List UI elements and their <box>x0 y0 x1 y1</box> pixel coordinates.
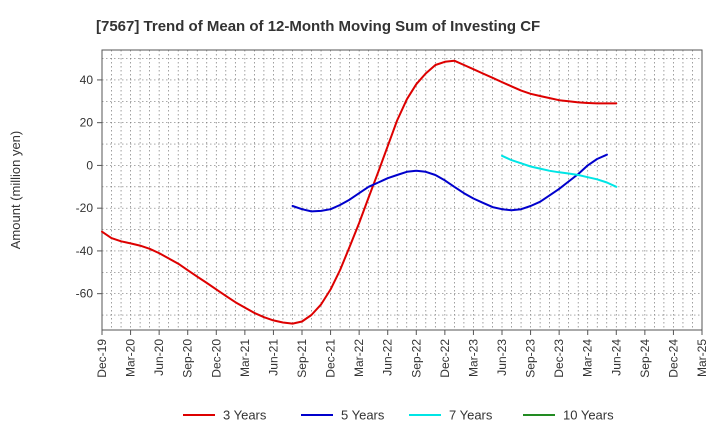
y-tick-label: 20 <box>80 116 94 130</box>
x-tick-label: Jun-23 <box>495 339 509 376</box>
x-tick-label: Mar-20 <box>124 339 138 377</box>
x-tick-label: Sep-21 <box>295 339 309 378</box>
legend-label: 10 Years <box>563 408 614 423</box>
legend-label: 5 Years <box>341 408 385 423</box>
x-tick-label: Mar-22 <box>352 339 366 377</box>
x-tick-label: Dec-22 <box>438 339 452 378</box>
legend-label: 7 Years <box>449 408 493 423</box>
plot-frame <box>101 49 703 331</box>
x-tick-label: Mar-25 <box>695 339 709 377</box>
x-tick-label: Mar-24 <box>581 339 595 377</box>
legend: 3 Years 5 Years 7 Years 10 Years <box>183 408 614 423</box>
x-tick-label: Dec-24 <box>666 339 680 378</box>
y-tick-label: 0 <box>86 158 93 172</box>
x-tick-label: Dec-19 <box>95 339 109 378</box>
x-tick-label: Mar-21 <box>238 339 252 377</box>
plot-area <box>102 50 702 330</box>
x-tick-label: Dec-21 <box>324 339 338 378</box>
x-tick-label: Mar-23 <box>466 339 480 377</box>
x-tick-label: Jun-21 <box>266 339 280 376</box>
y-tick-label: -40 <box>76 244 94 258</box>
x-tick-label: Jun-22 <box>381 339 395 376</box>
series-line-3-years <box>101 59 618 325</box>
series-lines <box>101 59 618 325</box>
y-axis-ticks: 40 20 0 -20 -40 -60 <box>76 73 102 301</box>
y-tick-label: -60 <box>76 287 94 301</box>
x-tick-label: Jun-20 <box>152 339 166 376</box>
x-tick-label: Sep-23 <box>524 339 538 378</box>
x-tick-label: Dec-20 <box>209 339 223 378</box>
x-tick-label: Sep-24 <box>638 339 652 378</box>
y-axis-label: Amount (million yen) <box>8 131 23 250</box>
x-axis-ticks: Dec-19 Mar-20 Jun-20 Sep-20 Dec-20 Mar-21 Jun-… <box>95 330 709 378</box>
legend-label: 3 Years <box>223 408 267 423</box>
x-tick-label: Dec-23 <box>552 339 566 378</box>
y-tick-label: -20 <box>76 201 94 215</box>
series-line-7-years <box>501 154 618 188</box>
series-line-5-years <box>291 153 608 213</box>
grid-lines <box>102 50 702 330</box>
x-tick-label: Sep-20 <box>181 339 195 378</box>
chart-title: [7567] Trend of Mean of 12-Month Moving … <box>96 18 540 35</box>
x-tick-label: Jun-24 <box>609 339 623 376</box>
y-tick-label: 40 <box>80 73 94 87</box>
x-tick-label: Sep-22 <box>409 339 423 378</box>
